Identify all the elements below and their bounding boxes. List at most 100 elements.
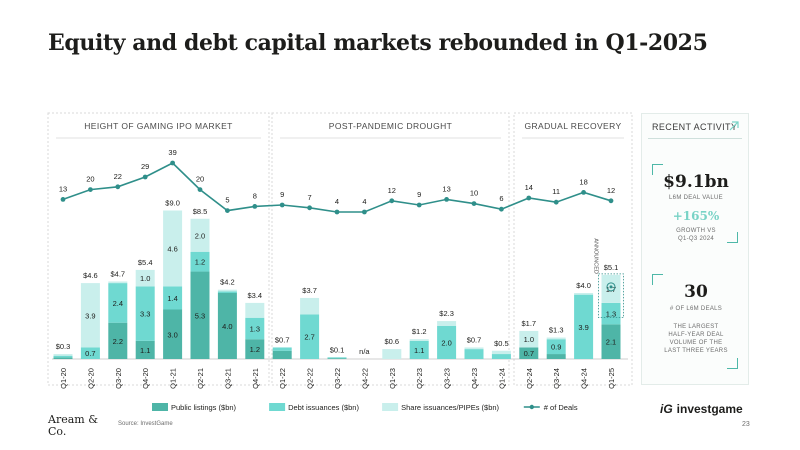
bar-segment: [546, 339, 566, 355]
bar-segment: [245, 302, 265, 318]
bar-segment: [80, 347, 100, 359]
bracket-top-left-2: [652, 274, 663, 285]
bar-total-label: $1.2: [412, 327, 427, 336]
bar-segment-label: 2.2: [113, 337, 123, 346]
page-number: 23: [742, 421, 750, 428]
bar-segment-label: 1.1: [414, 346, 424, 355]
deals-point: [581, 190, 586, 195]
bar-segment: [464, 349, 484, 359]
announced-box: [598, 273, 624, 319]
deals-point: [416, 202, 422, 208]
section-label: POST-PANDEMIC DROUGHT: [329, 121, 452, 131]
legend-label: Public listings ($bn): [171, 403, 237, 412]
bar-segment-label: 1.3: [606, 310, 616, 319]
bar-total-label: $0.7: [467, 335, 482, 344]
x-tick-label: Q3-23: [443, 368, 452, 389]
bar-total-label: $0.6: [384, 337, 399, 346]
bar-total-label: $5.4: [138, 258, 153, 267]
bar-segment: [163, 210, 183, 287]
bar-segment-label: 1.0: [140, 274, 150, 283]
bar-segment: [327, 357, 347, 359]
deal-count-label: # OF L6M DEALS: [669, 306, 723, 312]
bar-segment-label: 5.3: [195, 311, 205, 320]
bar-total-label: $3.7: [302, 286, 317, 295]
section-box: [271, 112, 510, 386]
x-tick-label: Q1-20: [59, 368, 68, 389]
source-note: Source: InvestGame: [118, 421, 173, 427]
x-tick-label: Q2-23: [415, 368, 424, 389]
bar-segment-label: 0.9: [551, 343, 561, 352]
bar-segment-label: 1.3: [250, 324, 260, 333]
bar-segment-label: 1.1: [140, 346, 150, 355]
x-tick-label: Q3-22: [333, 368, 342, 389]
bar-total-label: $1.7: [521, 319, 536, 328]
deals-point-label: 13: [442, 184, 450, 193]
bar-segment: [464, 347, 484, 350]
deals-point-label: 14: [525, 183, 533, 192]
x-tick-label: Q3-20: [114, 368, 123, 389]
bar-segment: [53, 357, 73, 359]
deals-point-label: 4: [362, 197, 366, 206]
x-tick-label: Q4-21: [251, 368, 260, 389]
bar-segment-label: 3.3: [140, 310, 150, 319]
x-tick-label: Q4-23: [470, 368, 479, 389]
bar-segment: [546, 337, 566, 340]
x-tick-label: Q1-23: [388, 368, 397, 389]
investgame-logo-text: investgame: [676, 402, 743, 416]
investgame-logo-mark: iG: [660, 402, 673, 416]
bar-segment-label: 0.7: [85, 349, 95, 358]
bar-segment-label: 1.7: [606, 285, 616, 294]
bar-segment: [601, 302, 621, 325]
bar-segment: [409, 340, 429, 359]
deals-point-label: 13: [59, 184, 67, 193]
bar-segment: [217, 291, 237, 293]
bar-total-label: $0.1: [330, 345, 345, 354]
bar-total-label: $3.4: [247, 291, 262, 300]
investgame-logo: iG investgame: [660, 402, 743, 416]
deals-point: [499, 206, 504, 212]
bar-segment: [108, 322, 128, 359]
legend-label: # of Deals: [544, 403, 578, 412]
bar-total-label: $4.2: [220, 278, 235, 287]
bar-segment: [108, 283, 128, 323]
aream-logo: Aream & Co.: [48, 414, 98, 438]
growth-value: +165%: [672, 209, 720, 223]
aream-logo-line2: Co.: [48, 425, 67, 438]
section-box: [513, 112, 633, 386]
deals-point-label: 10: [470, 189, 478, 198]
deals-point: [252, 204, 258, 209]
deal-value: $9.1bn: [663, 172, 729, 192]
legend-label: Share issuances/PIPEs ($bn): [401, 403, 499, 412]
deals-point: [88, 187, 93, 193]
deal-count: 30: [684, 282, 708, 302]
bar-total-label: $2.3: [439, 309, 454, 318]
bar-segment: [601, 274, 621, 303]
bar-segment: [135, 286, 155, 341]
bar-segment-label: 4.6: [167, 244, 177, 253]
bar-segment-label: 1.0: [524, 335, 534, 344]
bar-total-label: $5.1: [604, 263, 619, 272]
deals-point-label: 7: [308, 193, 312, 202]
note-line-4: LAST THREE YEARS: [664, 348, 728, 354]
x-tick-label: Q2-20: [86, 368, 95, 389]
deals-point: [553, 199, 559, 205]
deals-point: [526, 195, 532, 201]
deals-point-label: 20: [196, 175, 204, 184]
deals-point-label: 22: [114, 172, 122, 181]
x-tick-label: Q3-24: [552, 368, 561, 389]
section-box: [47, 112, 270, 386]
bar-segment: [245, 339, 265, 359]
bar-segment-label: 1.2: [195, 258, 205, 267]
deals-point: [115, 184, 121, 190]
deals-point-label: 4: [335, 197, 339, 206]
bar-segment: [163, 286, 183, 310]
x-tick-label: Q4-20: [141, 368, 150, 389]
x-tick-label: Q2-21: [196, 368, 205, 389]
note-line-2: HALF-YEAR DEAL: [668, 332, 724, 338]
bar-segment: [327, 358, 347, 359]
announced-icon-dot: [609, 285, 613, 289]
bar-segment: [491, 354, 511, 359]
bar-total-label: $1.3: [549, 326, 564, 335]
bar-segment: [574, 293, 594, 295]
